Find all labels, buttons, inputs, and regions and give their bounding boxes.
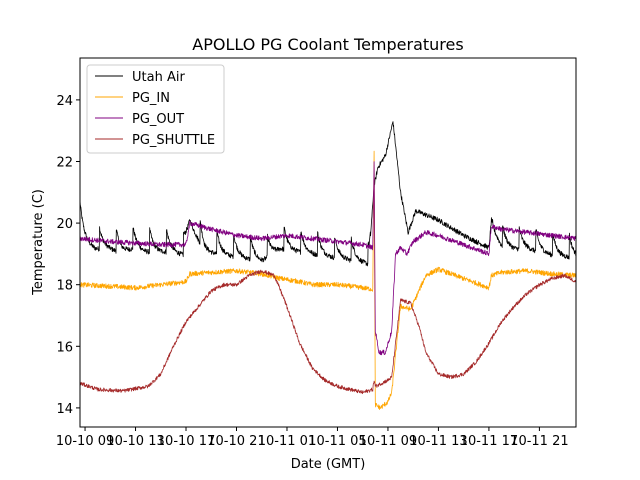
x-tick-label: 10-11 09 <box>359 434 417 449</box>
y-axis-label: Temperature (C) <box>31 189 46 296</box>
x-tick-label: 10-10 17 <box>157 434 215 449</box>
x-tick-label: 10-11 17 <box>460 434 518 449</box>
y-tick-label: 24 <box>56 94 73 109</box>
legend-label: Utah Air <box>132 70 185 85</box>
x-tick-label: 10-10 09 <box>56 434 114 449</box>
y-tick-label: 18 <box>56 279 73 294</box>
chart-title: APOLLO PG Coolant Temperatures <box>192 35 463 54</box>
series-layer <box>80 121 576 410</box>
x-axis-label: Date (GMT) <box>291 457 366 472</box>
legend-label: PG_SHUTTLE <box>132 133 215 148</box>
y-tick-label: 14 <box>56 402 73 417</box>
x-tick-label: 10-10 13 <box>106 434 164 449</box>
legend-label: PG_OUT <box>132 112 184 127</box>
y-tick-label: 20 <box>56 217 73 232</box>
x-tick-label: 10-10 21 <box>207 434 265 449</box>
series-line-pg-in <box>80 150 576 410</box>
x-tick-label: 10-11 13 <box>409 434 467 449</box>
y-tick-label: 22 <box>56 155 73 170</box>
x-tick-label: 10-11 01 <box>258 434 316 449</box>
legend: Utah Air PG_IN PG_OUT PG_SHUTTLE <box>86 64 225 154</box>
plot-frame <box>79 57 577 428</box>
x-tick-label: 10-11 21 <box>510 434 568 449</box>
y-tick-label: 16 <box>56 340 73 355</box>
legend-box <box>86 64 225 154</box>
series-line-pg-shuttle <box>80 269 576 395</box>
legend-label: PG_IN <box>132 91 170 106</box>
series-line-pg-out <box>80 161 576 356</box>
y-axis: 14 16 18 20 22 24 <box>56 94 80 417</box>
x-tick-label: 10-11 05 <box>308 434 366 449</box>
